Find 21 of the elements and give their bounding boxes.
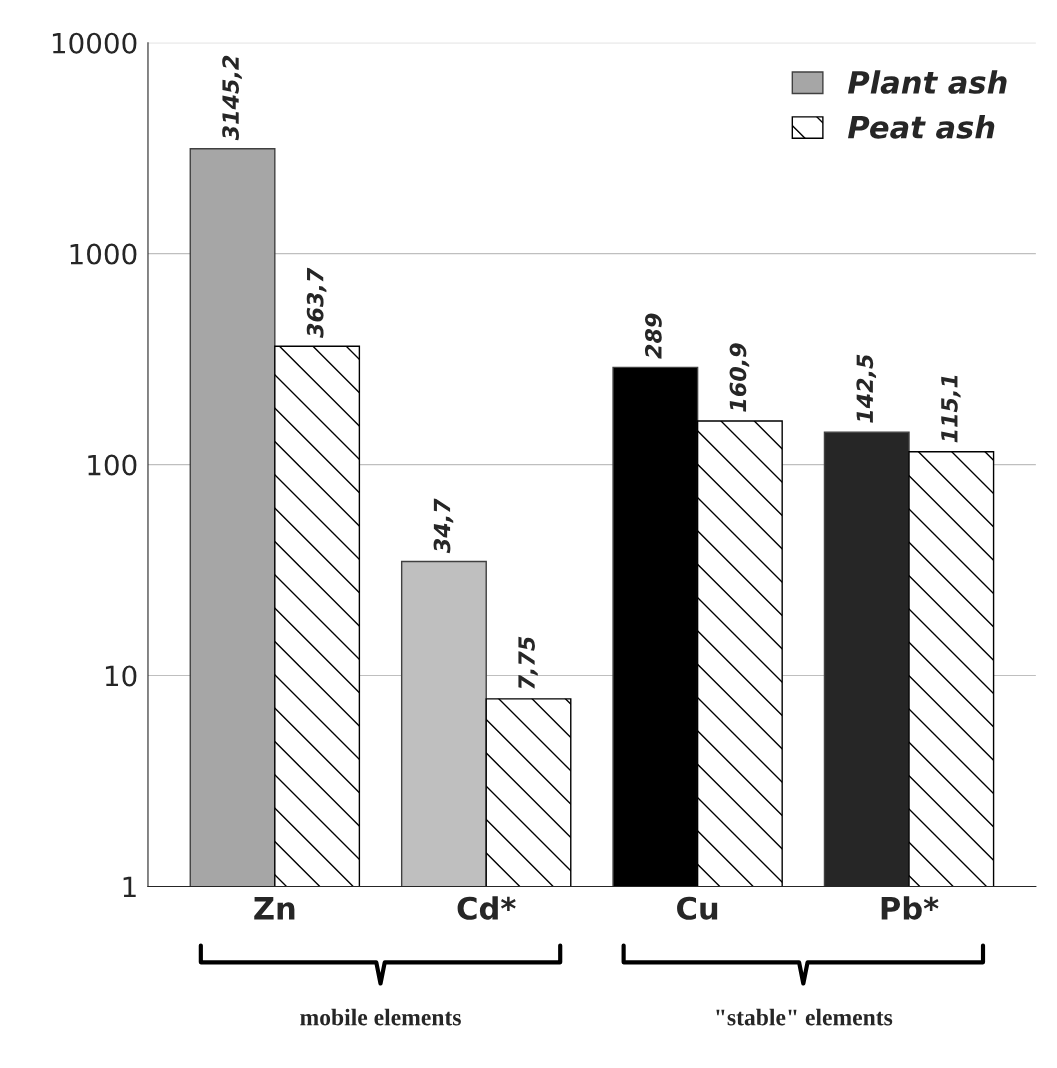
y-tick-label: 100 — [88, 454, 137, 476]
data-label: 34,7 — [433, 498, 454, 554]
text: "stable" elements — [716, 1008, 893, 1026]
data-label: 363,7 — [306, 267, 327, 338]
y-tick-label: 10 — [105, 665, 137, 687]
x-tick-label: Zn — [254, 897, 295, 920]
data-label: 160,9 — [729, 343, 750, 412]
data-label: 142,5 — [856, 354, 877, 423]
x-tick-label: Pb* — [881, 896, 939, 920]
data-label: 289 — [644, 313, 662, 359]
text: mobile elements — [300, 1008, 461, 1026]
legend-label: Peat ash — [847, 115, 995, 139]
data-label: 7,75 — [518, 636, 538, 689]
data-label: 3145,2 — [222, 55, 242, 141]
y-tick-label: 10000 — [52, 32, 137, 54]
y-tick-label: 1000 — [70, 243, 137, 265]
data-label: 115,1 — [941, 375, 961, 443]
x-tick-label: Cu — [677, 896, 718, 920]
legend-label: Plant ash — [847, 70, 1007, 94]
x-tick-label: Cd* — [457, 896, 516, 920]
y-tick-label: 1 — [123, 876, 136, 897]
